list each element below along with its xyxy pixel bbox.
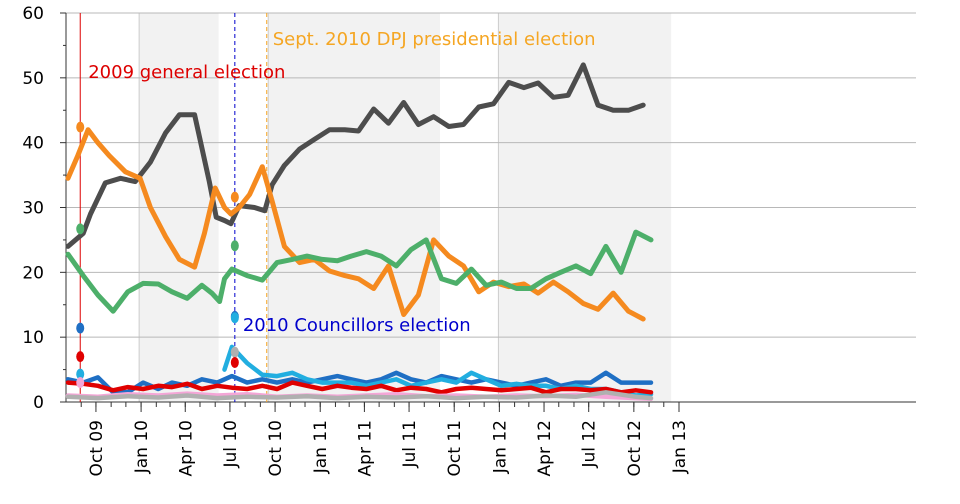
series-line <box>65 390 654 401</box>
x-tick-label: Jan 12 <box>490 420 510 474</box>
event-lines <box>79 13 268 402</box>
x-tick-label: Oct 11 <box>445 420 465 476</box>
event-label: 2009 general election <box>88 62 285 83</box>
election-dot <box>230 346 239 358</box>
election-dot <box>230 191 239 203</box>
x-tick-label: Jan 13 <box>670 420 690 474</box>
election-dot <box>76 377 85 389</box>
series-line <box>65 127 646 322</box>
x-tick-label: Jul 12 <box>580 420 600 469</box>
x-tick-label: Jul 10 <box>221 420 241 469</box>
election-result-dots <box>76 121 239 389</box>
election-dot <box>76 223 85 235</box>
series-line <box>65 229 654 314</box>
y-tick-label: 0 <box>33 393 44 413</box>
election-dot <box>230 312 239 324</box>
event-labels: 2009 general election 2010 Councillors el… <box>88 29 595 336</box>
series-line <box>65 62 646 249</box>
y-tick-label: 30 <box>22 199 44 219</box>
x-tick-label: Oct 10 <box>266 420 286 476</box>
series-lines <box>65 62 654 402</box>
election-dot <box>76 368 85 380</box>
y-tick-label: 40 <box>22 134 44 154</box>
event-label: Sept. 2010 DPJ presidential election <box>273 29 596 50</box>
y-tick-label: 50 <box>22 69 44 89</box>
x-tick-label: Jan 10 <box>132 420 152 474</box>
y-tick-label: 60 <box>22 4 44 24</box>
x-tick-label: Jan 11 <box>311 420 331 474</box>
y-tick-label: 10 <box>22 328 44 348</box>
x-tick-label: Apr 11 <box>355 420 375 476</box>
x-tick-label: Oct 09 <box>87 420 107 476</box>
x-tick-label: Apr 10 <box>176 420 196 476</box>
x-tick-label: Apr 12 <box>535 420 555 476</box>
x-tick-label: Oct 12 <box>625 420 645 476</box>
election-dot <box>76 351 85 363</box>
event-label: 2010 Councillors election <box>243 315 471 336</box>
y-tick-label: 20 <box>22 263 44 283</box>
series-line <box>65 380 654 395</box>
election-dot <box>230 240 239 252</box>
x-tick-label: Jul 11 <box>400 420 420 469</box>
election-dot <box>230 356 239 368</box>
axes: 0 10 20 30 40 50 60 Oct 09 Jan 10 Apr 10 Jul 10 Oct… <box>22 4 916 476</box>
election-dot <box>76 322 85 334</box>
series-line <box>222 344 654 398</box>
election-dot <box>76 121 85 133</box>
